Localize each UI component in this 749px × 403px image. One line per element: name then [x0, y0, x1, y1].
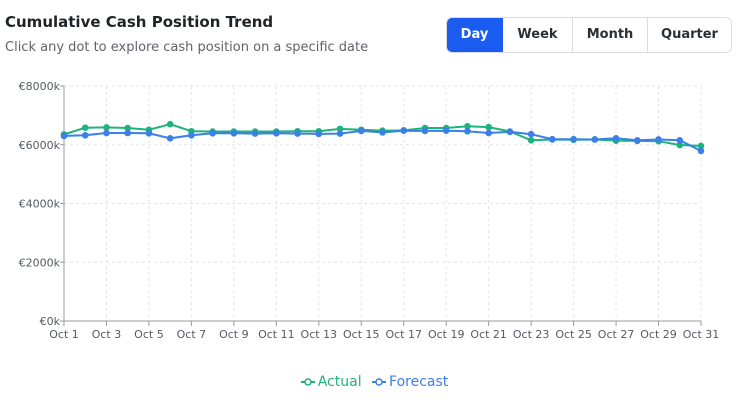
- chart-subtitle: Click any dot to explore cash position o…: [5, 40, 369, 55]
- x-tick-label: Oct 11: [258, 328, 295, 341]
- data-point-forecast[interactable]: [379, 129, 386, 136]
- data-point-forecast[interactable]: [442, 127, 450, 134]
- data-point-forecast[interactable]: [315, 130, 323, 138]
- x-tick-label: Oct 29: [640, 328, 677, 341]
- grid: [64, 85, 702, 321]
- data-point-forecast[interactable]: [485, 129, 492, 137]
- data-point-forecast[interactable]: [294, 130, 301, 137]
- y-tick-label: €8000k: [19, 80, 61, 93]
- data-point-forecast[interactable]: [506, 128, 514, 136]
- legend-forecast-icon: [372, 378, 387, 386]
- period-toggle: Day Week Month Quarter: [446, 17, 732, 53]
- series: [60, 120, 705, 155]
- axes: €0k €2000k €4000k €6000k €8000k Oct 1 Oct 3 Oct…: [19, 80, 720, 341]
- legend-actual-icon: [300, 378, 315, 386]
- y-tick-label: €6000k: [19, 139, 61, 152]
- day-button[interactable]: Day: [447, 18, 503, 52]
- x-tick-label: Oct 15: [343, 328, 380, 341]
- data-point-forecast[interactable]: [273, 129, 280, 137]
- data-point-forecast[interactable]: [124, 129, 131, 137]
- data-point-actual[interactable]: [81, 124, 89, 132]
- data-point-forecast[interactable]: [464, 127, 471, 135]
- x-tick-label: Oct 9: [219, 328, 249, 341]
- data-point-actual[interactable]: [527, 137, 535, 144]
- x-tick-label: Oct 23: [513, 328, 550, 341]
- data-point-forecast[interactable]: [612, 134, 620, 142]
- data-point-forecast[interactable]: [634, 137, 641, 144]
- x-tick-label: Oct 7: [177, 328, 207, 341]
- data-point-forecast[interactable]: [697, 147, 705, 155]
- x-tick-label: Oct 21: [470, 328, 507, 341]
- data-point-forecast[interactable]: [166, 134, 174, 142]
- legend: Actual Forecast: [0, 374, 749, 391]
- data-point-forecast[interactable]: [676, 137, 684, 144]
- legend-forecast-label: Forecast: [389, 374, 449, 390]
- data-point-forecast[interactable]: [60, 132, 68, 140]
- data-point-forecast[interactable]: [336, 130, 344, 137]
- data-point-forecast[interactable]: [357, 127, 365, 135]
- data-point-forecast[interactable]: [570, 135, 577, 143]
- x-tick-label: Oct 1: [49, 328, 79, 341]
- data-point-forecast[interactable]: [549, 135, 556, 143]
- x-tick-label: Oct 27: [598, 328, 635, 341]
- data-point-forecast[interactable]: [400, 127, 408, 134]
- x-tick-label: Oct 3: [92, 328, 122, 341]
- legend-item-actual[interactable]: Actual: [300, 374, 362, 390]
- x-tick-label: Oct 5: [134, 328, 164, 341]
- data-point-actual[interactable]: [166, 120, 174, 128]
- data-point-forecast[interactable]: [251, 130, 259, 137]
- month-button[interactable]: Month: [573, 18, 648, 52]
- data-point-forecast[interactable]: [591, 136, 599, 143]
- data-point-forecast[interactable]: [655, 136, 662, 143]
- legend-actual-label: Actual: [317, 374, 362, 390]
- data-point-forecast[interactable]: [209, 129, 216, 137]
- data-point-forecast[interactable]: [103, 129, 110, 137]
- data-point-forecast[interactable]: [230, 129, 238, 137]
- y-tick-label: €2000k: [19, 256, 61, 269]
- chart-title: Cumulative Cash Position Trend: [5, 13, 274, 31]
- data-point-actual[interactable]: [485, 123, 492, 131]
- y-tick-label: €4000k: [19, 198, 61, 211]
- x-tick-label: Oct 13: [301, 328, 338, 341]
- x-tick-label: Oct 19: [428, 328, 465, 341]
- data-point-forecast[interactable]: [421, 127, 429, 135]
- data-point-actual[interactable]: [103, 124, 110, 131]
- legend-item-forecast[interactable]: Forecast: [372, 374, 448, 390]
- x-tick-label: Oct 17: [385, 328, 422, 341]
- y-tick-label: €0k: [40, 315, 61, 328]
- x-tick-label: Oct 31: [683, 328, 720, 341]
- data-point-forecast[interactable]: [527, 130, 535, 138]
- quarter-button[interactable]: Quarter: [661, 27, 718, 42]
- data-point-forecast[interactable]: [81, 132, 89, 139]
- data-point-forecast[interactable]: [188, 132, 195, 139]
- week-button[interactable]: Week: [503, 18, 573, 52]
- data-point-forecast[interactable]: [145, 129, 153, 137]
- x-tick-label: Oct 25: [555, 328, 592, 341]
